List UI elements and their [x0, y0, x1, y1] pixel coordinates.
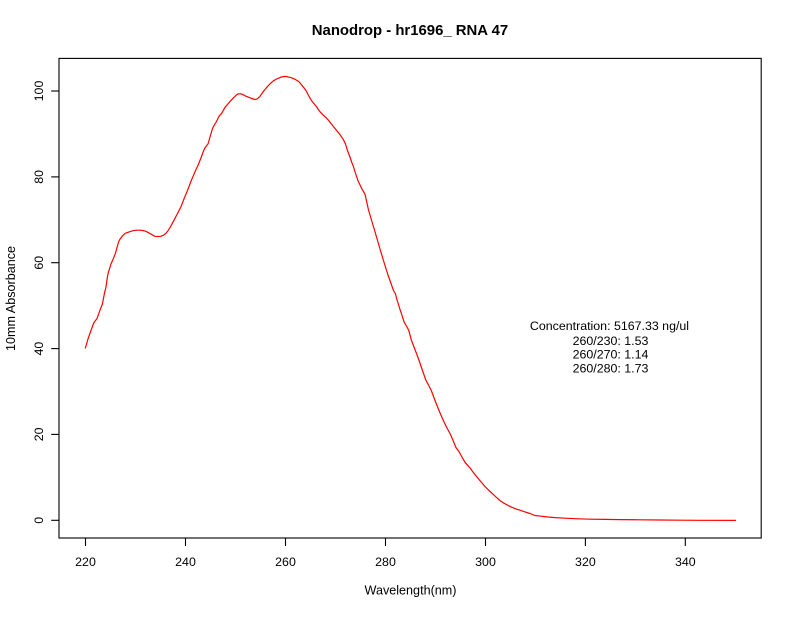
- svg-text:40: 40: [32, 342, 46, 356]
- svg-text:260/280: 1.73: 260/280: 1.73: [573, 361, 649, 375]
- svg-text:240: 240: [175, 555, 196, 569]
- svg-text:280: 280: [375, 555, 396, 569]
- svg-text:320: 320: [575, 555, 596, 569]
- svg-text:Wavelength(nm): Wavelength(nm): [365, 584, 457, 598]
- svg-text:300: 300: [475, 555, 496, 569]
- svg-text:260: 260: [275, 555, 296, 569]
- svg-text:0: 0: [32, 517, 46, 524]
- svg-text:340: 340: [675, 555, 696, 569]
- svg-text:260/270: 1.14: 260/270: 1.14: [573, 348, 649, 362]
- svg-text:10mm Absorbance: 10mm Absorbance: [4, 246, 18, 351]
- svg-text:260/230: 1.53: 260/230: 1.53: [573, 334, 649, 348]
- svg-text:20: 20: [32, 427, 46, 441]
- svg-text:Nanodrop - hr1696_ RNA 47: Nanodrop - hr1696_ RNA 47: [312, 23, 508, 39]
- svg-text:Concentration: 5167.33 ng/ul: Concentration: 5167.33 ng/ul: [530, 319, 689, 333]
- svg-text:60: 60: [32, 256, 46, 270]
- svg-text:220: 220: [75, 555, 96, 569]
- svg-text:100: 100: [32, 81, 46, 102]
- svg-text:80: 80: [32, 170, 46, 184]
